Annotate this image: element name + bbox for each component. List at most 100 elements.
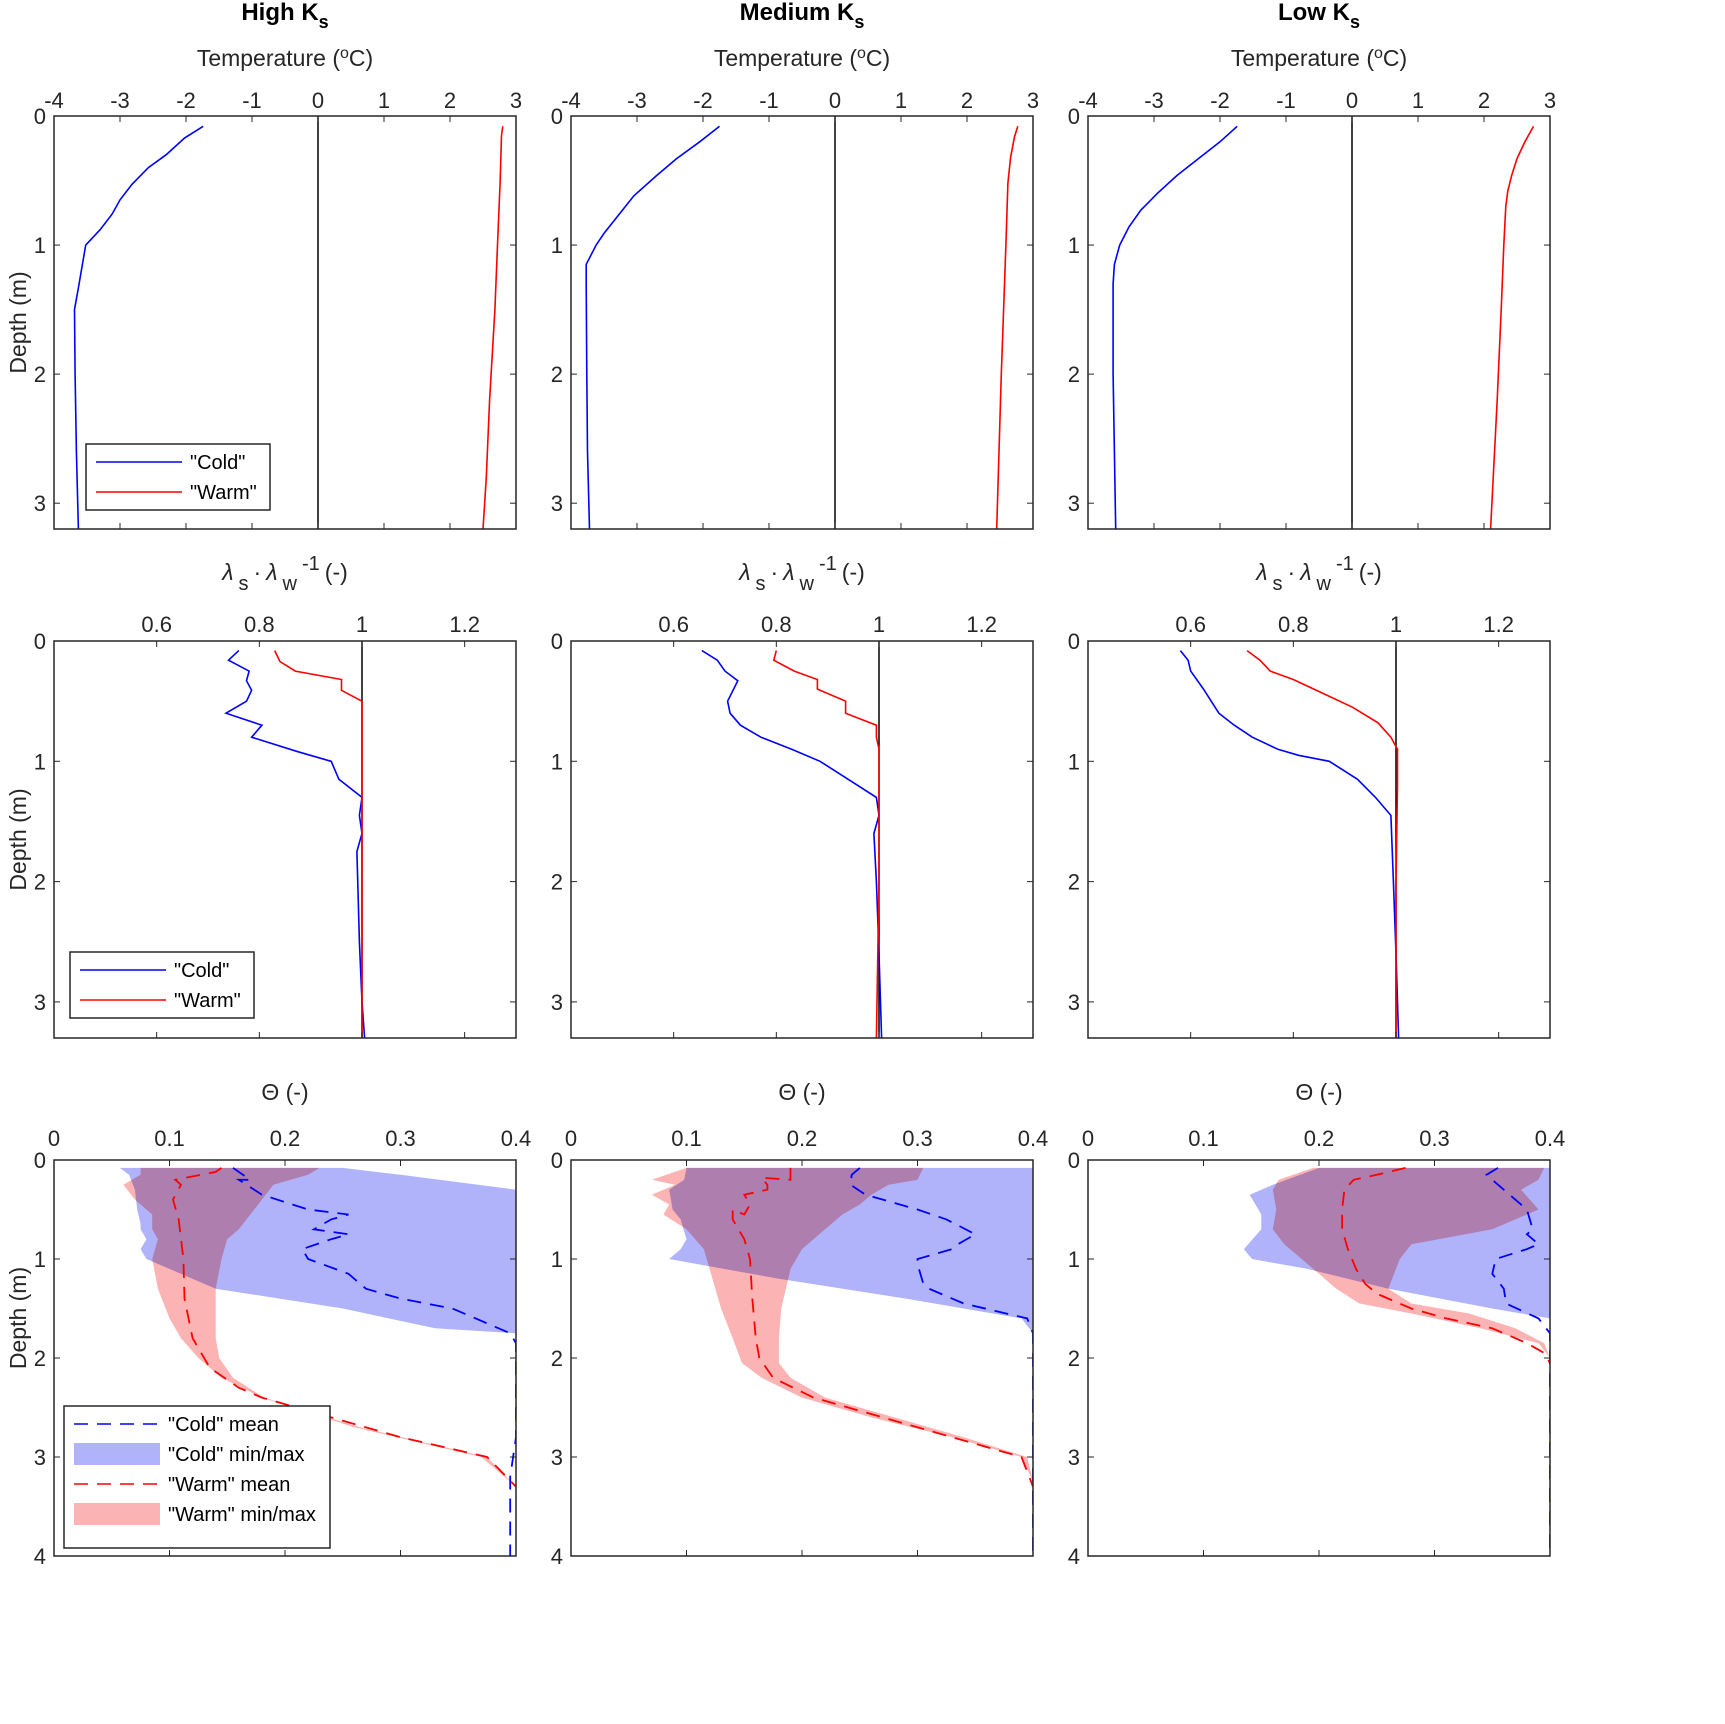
panel-water_content-0: Θ (-) Depth (m) 0 0.1 0.2 0.3 0.4 0 1 2 3 4 "Cold" m… bbox=[5, 1079, 531, 1569]
x-tick-label: 2 bbox=[1478, 88, 1490, 113]
x-tick-label: 3 bbox=[1027, 88, 1039, 113]
series-line-cold bbox=[73, 125, 204, 529]
legend: "Cold" "Warm" bbox=[69, 951, 255, 1019]
x-axis-label-sup: o bbox=[340, 45, 349, 62]
cold-mean-line bbox=[849, 1167, 1033, 1556]
y-tick-label: 3 bbox=[34, 990, 46, 1015]
x-axis-label: λ s · λ w-1 (-) bbox=[737, 553, 865, 595]
plot-area bbox=[1179, 641, 1400, 1038]
y-tick-label: 1 bbox=[551, 233, 563, 258]
y-tick-label: 1 bbox=[34, 749, 46, 774]
legend-box bbox=[85, 443, 271, 511]
x-axis-label-part: s bbox=[239, 573, 249, 595]
legend-label: "Warm" bbox=[190, 482, 257, 504]
x-tick-label: 0.8 bbox=[244, 612, 275, 637]
series-line-cold bbox=[224, 650, 366, 1038]
y-tick-label: 3 bbox=[551, 491, 563, 516]
series-line-warm bbox=[995, 126, 1019, 529]
axes-frame bbox=[570, 640, 1034, 1039]
y-tick-label: 1 bbox=[34, 233, 46, 258]
axes-frame bbox=[1087, 640, 1551, 1039]
x-tick-label: 0 bbox=[565, 1126, 577, 1151]
warm-mean-line bbox=[172, 1167, 516, 1488]
y-tick-label: 2 bbox=[34, 870, 46, 895]
axes-frame bbox=[570, 1159, 1034, 1557]
x-axis-label: λ s · λ w-1 (-) bbox=[220, 553, 348, 595]
x-tick-label: -4 bbox=[1078, 88, 1098, 113]
column-title-low-ks: Low Ks bbox=[1278, 0, 1360, 32]
x-axis-label: Θ (-) bbox=[261, 1079, 308, 1105]
y-tick-label: 0 bbox=[34, 104, 46, 129]
legend: "Cold" "Warm" bbox=[85, 443, 271, 511]
y-tick-label: 4 bbox=[1068, 1544, 1080, 1569]
y-tick-label: 2 bbox=[34, 362, 46, 387]
plot-area bbox=[1243, 1167, 1550, 1556]
axes-frame bbox=[53, 115, 517, 530]
x-tick-label: -4 bbox=[44, 88, 64, 113]
x-axis-label: Θ (-) bbox=[1295, 1079, 1342, 1105]
y-tick-label: 2 bbox=[551, 870, 563, 895]
x-axis-label-part: -1 bbox=[819, 553, 837, 575]
series-line-cold bbox=[701, 649, 883, 1038]
x-tick-label: 1 bbox=[873, 612, 885, 637]
legend-label: "Cold" bbox=[190, 452, 245, 474]
y-tick-label: 2 bbox=[551, 362, 563, 387]
x-tick-label: 0.6 bbox=[1175, 612, 1206, 637]
panel-water_content-1: Θ (-) 0 0.1 0.2 0.3 0.4 0 1 2 3 4 bbox=[551, 1079, 1049, 1569]
x-axis-label-text: Temperature ( bbox=[714, 45, 858, 71]
x-axis-label-part: s bbox=[1273, 573, 1283, 595]
column-title-medium-ks: Medium Ks bbox=[740, 0, 865, 32]
x-axis-label-part: w bbox=[799, 573, 815, 595]
axes-frame bbox=[1087, 1159, 1551, 1557]
legend-label: "Warm" bbox=[174, 990, 241, 1012]
x-tick-label: -3 bbox=[110, 88, 130, 113]
legend-label: "Cold" mean bbox=[168, 1414, 279, 1436]
x-tick-label: 1.2 bbox=[1483, 612, 1514, 637]
y-tick-label: 0 bbox=[34, 1148, 46, 1173]
plot-area bbox=[1112, 116, 1535, 529]
x-axis-label-part: s bbox=[756, 573, 766, 595]
y-tick-label: 4 bbox=[551, 1544, 563, 1569]
plot-area bbox=[119, 1167, 516, 1556]
panel-temperature-0: Temperature (oC) Depth (m) -4 -3 -2 -1 0 1 2 3 0 1 2… bbox=[5, 45, 522, 530]
x-axis-label-end: C) bbox=[866, 45, 890, 71]
y-tick-label: 3 bbox=[34, 491, 46, 516]
legend-box bbox=[69, 951, 255, 1019]
warm-mean-line bbox=[731, 1167, 1033, 1488]
warm-minmax-band bbox=[123, 1167, 516, 1487]
y-tick-label: 0 bbox=[1068, 104, 1080, 129]
plot-area bbox=[585, 116, 1019, 529]
panel-conductivity_ratio-0: λ s · λ w-1 (-)Depth (m)0.6 0.8 1 1.20123"Cold""… bbox=[5, 553, 517, 1039]
x-tick-label: -2 bbox=[693, 88, 713, 113]
y-tick-label: 2 bbox=[1068, 1346, 1080, 1371]
y-tick-label: 1 bbox=[551, 1247, 563, 1272]
x-axis-label-end: C) bbox=[349, 45, 373, 71]
x-tick-label: 0.2 bbox=[787, 1126, 818, 1151]
y-tick-label: 1 bbox=[1068, 749, 1080, 774]
y-tick-label: 1 bbox=[1068, 233, 1080, 258]
x-axis-label-part: w bbox=[282, 573, 298, 595]
x-axis-label-part: · bbox=[1288, 559, 1296, 585]
x-tick-label: 1 bbox=[378, 88, 390, 113]
y-tick-label: 2 bbox=[1068, 870, 1080, 895]
panel-temperature-1: Temperature (oC) -4 -3 -2 -1 0 1 2 3 0 1 2 3 bbox=[551, 45, 1039, 530]
x-axis-label-part: (-) bbox=[842, 559, 865, 585]
x-tick-label: 0.2 bbox=[1304, 1126, 1335, 1151]
x-axis-label-part: -1 bbox=[1336, 553, 1354, 575]
axes-frame bbox=[53, 1159, 517, 1557]
x-tick-label: 1 bbox=[1390, 612, 1402, 637]
y-tick-label: 3 bbox=[34, 1445, 46, 1470]
panel-temperature-2: Temperature (oC) -4 -3 -2 -1 0 1 2 3 0 1 2 3 bbox=[1068, 45, 1556, 530]
x-tick-label: 2 bbox=[444, 88, 456, 113]
x-tick-label: 3 bbox=[1544, 88, 1556, 113]
y-tick-label: 1 bbox=[34, 1247, 46, 1272]
y-tick-label: 3 bbox=[1068, 491, 1080, 516]
x-tick-label: 0 bbox=[48, 1126, 60, 1151]
x-tick-label: -4 bbox=[561, 88, 581, 113]
x-tick-label: 0.1 bbox=[1188, 1126, 1219, 1151]
series-line-warm bbox=[1489, 125, 1535, 529]
y-tick-label: 3 bbox=[551, 990, 563, 1015]
y-axis-label: Depth (m) bbox=[5, 1267, 31, 1369]
x-axis-label-part: · bbox=[771, 559, 779, 585]
